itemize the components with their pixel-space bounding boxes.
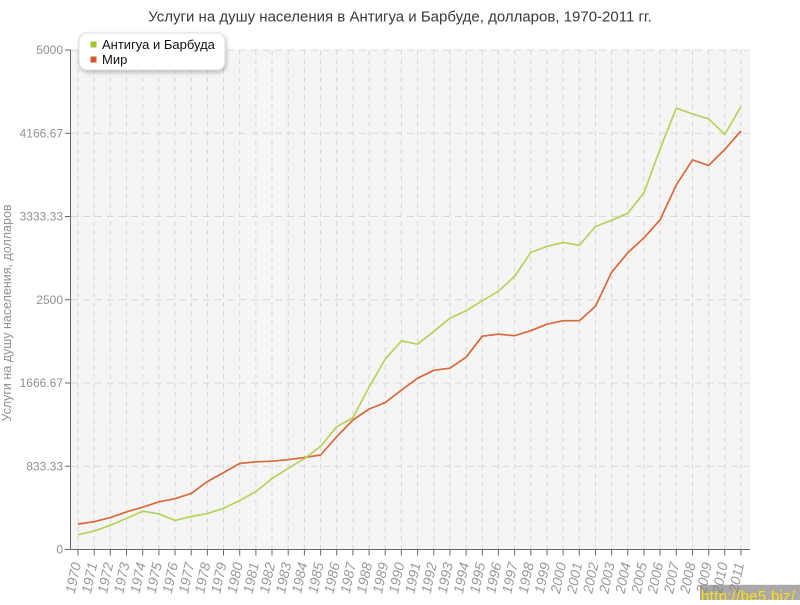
svg-text:1973: 1973	[110, 561, 132, 595]
svg-text:1970: 1970	[62, 561, 84, 595]
svg-text:1989: 1989	[369, 561, 391, 595]
svg-text:1666.67: 1666.67	[20, 376, 64, 390]
svg-text:1990: 1990	[385, 561, 407, 595]
svg-text:Антигуа и Барбуда: Антигуа и Барбуда	[102, 37, 216, 52]
svg-text:2001: 2001	[563, 561, 585, 596]
svg-text:2500: 2500	[36, 293, 63, 307]
svg-text:1977: 1977	[175, 560, 197, 595]
svg-text:1997: 1997	[499, 560, 521, 595]
svg-text:833.33: 833.33	[26, 459, 63, 473]
svg-text:2008: 2008	[676, 561, 698, 596]
svg-text:1979: 1979	[207, 561, 229, 595]
svg-text:1981: 1981	[240, 561, 262, 595]
svg-text:Услуги на душу населения в Ант: Услуги на душу населения в Антигуа и Бар…	[148, 9, 651, 26]
svg-text:1988: 1988	[353, 561, 375, 595]
svg-text:1994: 1994	[450, 561, 472, 595]
svg-text:1991: 1991	[402, 561, 424, 595]
svg-text:2004: 2004	[612, 561, 634, 596]
svg-text:1972: 1972	[94, 561, 116, 595]
svg-text:2003: 2003	[595, 561, 617, 596]
svg-text:1986: 1986	[321, 561, 343, 595]
svg-text:1978: 1978	[191, 561, 213, 595]
svg-text:1993: 1993	[434, 561, 456, 595]
svg-text:0: 0	[56, 543, 63, 557]
svg-text:1999: 1999	[531, 561, 553, 595]
svg-text:3333.33: 3333.33	[20, 210, 64, 224]
svg-text:2000: 2000	[547, 561, 569, 596]
svg-text:1995: 1995	[466, 561, 488, 595]
svg-text:Мир: Мир	[102, 52, 127, 67]
svg-text:1987: 1987	[337, 560, 359, 595]
svg-text:2005: 2005	[628, 561, 650, 596]
svg-text:2006: 2006	[644, 561, 666, 596]
svg-text:1985: 1985	[305, 561, 327, 595]
svg-text:1974: 1974	[127, 561, 149, 595]
svg-text:1996: 1996	[482, 561, 504, 595]
svg-text:1984: 1984	[288, 561, 310, 595]
svg-text:2007: 2007	[660, 560, 683, 596]
svg-text:1976: 1976	[159, 561, 181, 595]
svg-text:5000: 5000	[36, 43, 63, 57]
svg-text:1998: 1998	[515, 561, 537, 595]
svg-text:1992: 1992	[418, 561, 440, 595]
svg-text:1982: 1982	[256, 561, 278, 595]
svg-text:4166.67: 4166.67	[20, 126, 64, 140]
svg-text:1975: 1975	[143, 561, 165, 595]
svg-text:1983: 1983	[272, 561, 294, 595]
svg-text:Услуги на душу населения, долл: Услуги на душу населения, долларов	[0, 204, 14, 421]
svg-text:2002: 2002	[579, 561, 601, 596]
svg-text:1971: 1971	[78, 561, 100, 595]
svg-text:1980: 1980	[224, 561, 246, 595]
svg-text:http://be5.biz/: http://be5.biz/	[701, 588, 796, 600]
